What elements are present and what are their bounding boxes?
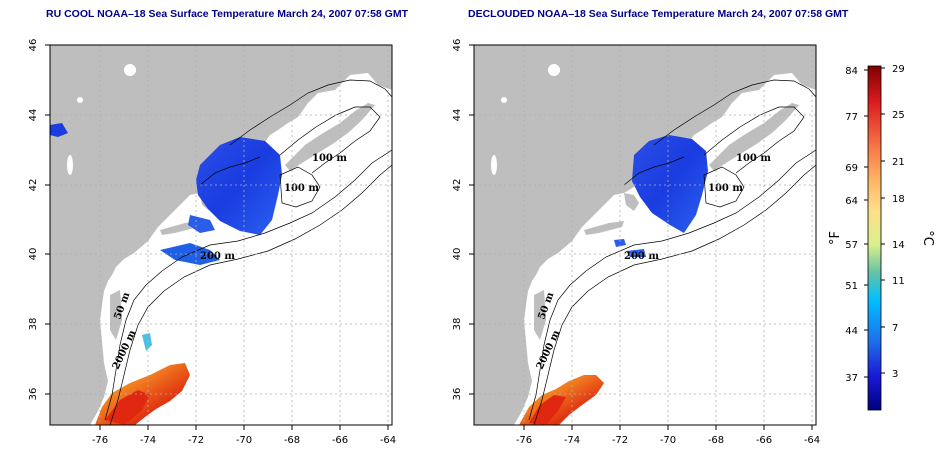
plot-frame (49, 44, 393, 426)
lat-tick-label: 44 (28, 109, 39, 122)
lon-tick-label: -66 (756, 435, 772, 446)
lat-tick-label: 46 (452, 39, 463, 52)
lake (67, 155, 73, 175)
colorbar-c-label: 11 (892, 276, 905, 287)
colorbar-f-label: 77 (845, 112, 858, 123)
lat-tick-label: 42 (452, 179, 463, 192)
colorbar-c-label: 7 (892, 323, 898, 334)
lat-tick-label: 38 (28, 318, 39, 331)
lake (548, 64, 560, 76)
colorbar-ticks-c (881, 67, 885, 374)
tick-marks (45, 44, 389, 430)
colorbar-c-label: 25 (892, 110, 905, 121)
left-panel-title: RU COOL NOAA–18 Sea Surface Temperature … (46, 8, 409, 20)
left-map: 100 m 100 m 200 m 50 m 2000 m (28, 39, 396, 446)
lon-tick-label: -70 (236, 435, 252, 446)
colorbar-f-label: 44 (845, 326, 858, 337)
temperature-colorbar: 84 77 69 64 57 51 44 37 29 25 21 18 14 1 (828, 64, 935, 411)
lon-tick-label: -76 (92, 435, 108, 446)
lat-tick-label: 36 (28, 388, 39, 401)
lat-tick-label: 40 (452, 248, 463, 261)
cold-water-patch (50, 123, 68, 137)
colorbar-f-label: 37 (845, 373, 858, 384)
lat-tick-label: 36 (452, 388, 463, 401)
cold-water-patch (188, 215, 215, 233)
contour-label: 200 m (200, 251, 235, 262)
lon-tick-label: -76 (516, 435, 532, 446)
contour-label: 100 m (284, 183, 319, 194)
lat-tick-label: 46 (28, 39, 39, 52)
lon-tick-label: -66 (332, 435, 348, 446)
lake (124, 64, 136, 76)
contour-label: 200 m (624, 251, 659, 262)
lake (491, 155, 497, 175)
colorbar-f-label: 64 (845, 196, 858, 207)
lon-tick-label: -74 (140, 435, 156, 446)
colorbar-f-label: 84 (845, 66, 858, 77)
celsius-unit-label: °C (920, 230, 935, 246)
lat-tick-label: 40 (28, 248, 39, 261)
lat-tick-label: 44 (452, 109, 463, 122)
colorbar-c-label: 14 (892, 240, 905, 251)
lon-tick-label: -72 (612, 435, 628, 446)
colorbar-ticks-f (864, 69, 868, 378)
contour-label: 100 m (736, 153, 771, 164)
colorbar-c-label: 29 (892, 64, 905, 75)
colorbar-c-label: 21 (892, 157, 905, 168)
colorbar-f-label: 51 (845, 281, 858, 292)
right-map: 100 m 100 m 200 m 50 m 2000 m (452, 39, 820, 446)
cold-water-patch (614, 239, 626, 247)
warm-water-patch (142, 333, 152, 351)
tick-marks (469, 44, 813, 430)
contour-label: 100 m (708, 183, 743, 194)
lon-tick-label: -68 (284, 435, 300, 446)
lon-tick-label: -70 (660, 435, 676, 446)
lon-tick-label: -64 (380, 435, 396, 446)
lon-tick-label: -74 (564, 435, 580, 446)
right-panel-title: DECLOUDED NOAA–18 Sea Surface Temperatur… (468, 8, 849, 20)
lon-tick-label: -68 (708, 435, 724, 446)
lake (77, 97, 83, 103)
lon-tick-label: -64 (804, 435, 820, 446)
colorbar-gradient (867, 65, 882, 411)
colorbar-f-label: 69 (845, 163, 858, 174)
fahrenheit-unit-label: °F (828, 231, 843, 245)
colorbar-c-label: 3 (892, 369, 898, 380)
gulf-stream-core (105, 390, 150, 425)
cold-water-patch (632, 135, 708, 233)
gulf-stream-core (529, 395, 566, 425)
lat-tick-label: 42 (28, 179, 39, 192)
cold-water-patch (626, 249, 646, 257)
colorbar-f-label: 57 (845, 240, 858, 251)
lon-tick-label: -72 (188, 435, 204, 446)
plot-frame (473, 44, 817, 426)
colorbar-c-label: 18 (892, 194, 905, 205)
contour-label: 100 m (312, 153, 347, 164)
cold-water-patch (196, 137, 282, 235)
lake (501, 97, 507, 103)
lat-tick-label: 38 (452, 318, 463, 331)
